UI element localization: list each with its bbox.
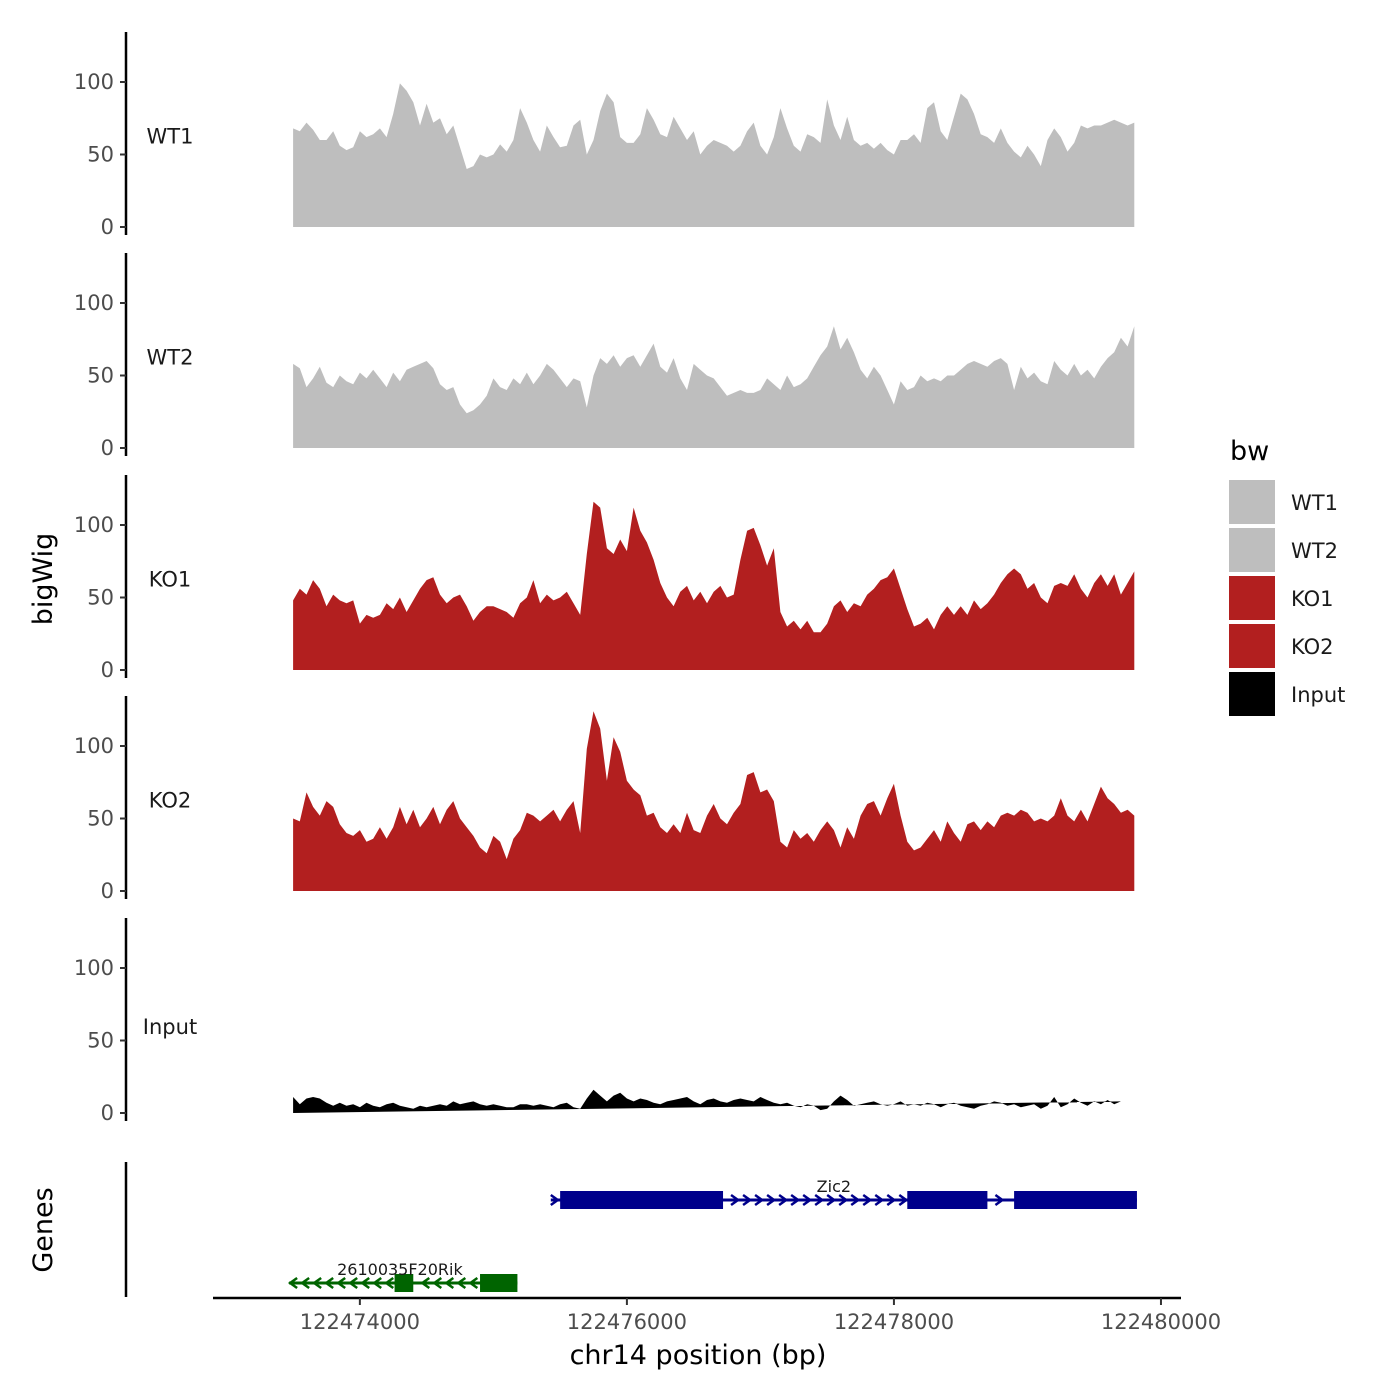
strand-arrow: [790, 1193, 801, 1207]
genes-axis-title: Genes: [28, 1187, 59, 1272]
track-ko1: 0 50 100 KO1: [74, 475, 1135, 682]
strand-arrow: [468, 1276, 479, 1290]
y-tick-label: 50: [87, 143, 114, 167]
y-tick-label: 50: [87, 1029, 114, 1053]
gene-label: Zic2: [817, 1177, 851, 1196]
strand-arrow: [420, 1276, 431, 1290]
y-tick-label: 100: [74, 956, 114, 980]
track-label: Input: [143, 1015, 197, 1039]
legend-label-ko2: KO2: [1291, 635, 1334, 659]
legend-label-wt2: WT2: [1291, 539, 1338, 563]
strand-arrow: [778, 1193, 789, 1207]
strand-arrow: [360, 1276, 370, 1290]
strand-arrow: [287, 1276, 298, 1290]
track-wt2: 0 50 100 WT2: [74, 253, 1135, 460]
x-axis-title: chr14 position (bp): [570, 1340, 827, 1371]
gene-exon: [394, 1274, 414, 1292]
y-tick-label: 0: [101, 215, 114, 239]
track-label: WT1: [147, 125, 194, 149]
gene-2610035f20rik: 2610035F20Rik: [287, 1260, 518, 1292]
strand-arrow: [299, 1276, 310, 1290]
coverage-tracks: 0 50 100 WT1 0 50 100 WT2 0 50 100 KO1 0 50 100 KO2 0 50 1…: [74, 32, 1135, 1125]
strand-arrow: [336, 1276, 346, 1290]
coverage-area-input: [293, 1089, 1121, 1113]
strand-arrow: [994, 1193, 1005, 1207]
strand-arrow: [898, 1193, 909, 1207]
strand-arrow: [311, 1276, 322, 1290]
y-tick-label: 50: [87, 586, 114, 610]
strand-arrow: [886, 1193, 897, 1207]
coverage-area-wt2: [293, 326, 1135, 448]
y-tick-label: 100: [74, 513, 114, 537]
legend-title: bw: [1230, 436, 1269, 467]
legend-key-wt1: [1229, 480, 1275, 524]
track-wt1: 0 50 100 WT1: [74, 32, 1135, 239]
strand-arrow: [456, 1276, 467, 1290]
x-tick-label: 122478000: [834, 1310, 954, 1334]
track-input: 0 50 100 Input: [74, 918, 1121, 1125]
legend-label-wt1: WT1: [1291, 491, 1338, 515]
strand-arrow: [814, 1193, 825, 1207]
gene-exon: [1014, 1191, 1137, 1209]
coverage-area-wt1: [293, 83, 1135, 228]
legend-key-wt2: [1229, 528, 1275, 572]
strand-arrow: [372, 1276, 382, 1290]
y-tick-label: 50: [87, 364, 114, 388]
coverage-area-ko1: [293, 501, 1135, 670]
y-tick-label: 100: [74, 291, 114, 315]
track-ko2: 0 50 100 KO2: [74, 696, 1135, 903]
track-label: WT2: [147, 346, 194, 370]
genes-panel: Zic2 2610035F20Rik: [124, 1162, 1137, 1297]
legend-label-input: Input: [1291, 683, 1345, 707]
y-tick-label: 100: [74, 70, 114, 94]
y-tick-label: 0: [101, 658, 114, 682]
gene-label: 2610035F20Rik: [337, 1260, 463, 1279]
strand-arrow: [444, 1276, 455, 1290]
strand-arrow: [802, 1193, 813, 1207]
strand-arrow: [838, 1193, 849, 1207]
gene-exon: [480, 1274, 518, 1292]
gene-exon: [907, 1191, 988, 1209]
y-tick-label: 50: [87, 807, 114, 831]
strand-arrow: [324, 1276, 334, 1290]
y-tick-label: 0: [101, 1101, 114, 1125]
gene-exon: [560, 1191, 724, 1209]
x-axis: 122474000 122476000 122478000 122480000: [213, 1296, 1221, 1334]
strand-arrow: [874, 1193, 885, 1207]
legend-key-input: [1229, 672, 1275, 716]
strand-arrow: [754, 1193, 765, 1207]
x-tick-label: 122476000: [567, 1310, 687, 1334]
strand-arrow: [384, 1276, 394, 1290]
x-tick-label: 122474000: [300, 1310, 420, 1334]
legend-label-ko1: KO1: [1291, 587, 1334, 611]
y-tick-label: 100: [74, 734, 114, 758]
y-tick-label: 0: [101, 436, 114, 460]
track-label: KO2: [149, 789, 192, 813]
strand-arrow: [348, 1276, 358, 1290]
y-axis-title: bigWig: [28, 533, 59, 626]
legend-key-ko1: [1229, 576, 1275, 620]
strand-arrow: [730, 1193, 741, 1207]
strand-arrow: [850, 1193, 861, 1207]
strand-arrow: [862, 1193, 873, 1207]
x-tick-label: 122480000: [1101, 1310, 1221, 1334]
strand-arrow: [826, 1193, 837, 1207]
legend-key-ko2: [1229, 624, 1275, 668]
legend: bw WT1 WT2 KO1 KO2 Input: [1229, 436, 1345, 716]
strand-arrow: [766, 1193, 777, 1207]
y-tick-label: 0: [101, 879, 114, 903]
track-label: KO1: [149, 568, 192, 592]
strand-arrow: [742, 1193, 753, 1207]
gene-zic2: Zic2: [550, 1177, 1137, 1209]
strand-arrow: [550, 1193, 560, 1207]
coverage-area-ko2: [293, 711, 1135, 891]
strand-arrow: [432, 1276, 443, 1290]
